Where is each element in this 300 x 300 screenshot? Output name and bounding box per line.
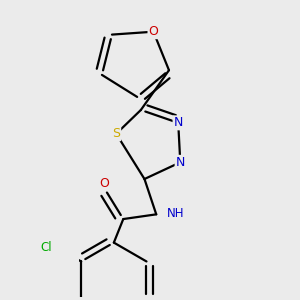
Text: N: N (176, 156, 185, 169)
Text: NH: NH (167, 207, 184, 220)
Text: O: O (148, 25, 158, 38)
Text: N: N (173, 116, 183, 129)
Text: Cl: Cl (40, 241, 52, 254)
Text: O: O (100, 177, 110, 190)
Text: S: S (112, 127, 120, 140)
